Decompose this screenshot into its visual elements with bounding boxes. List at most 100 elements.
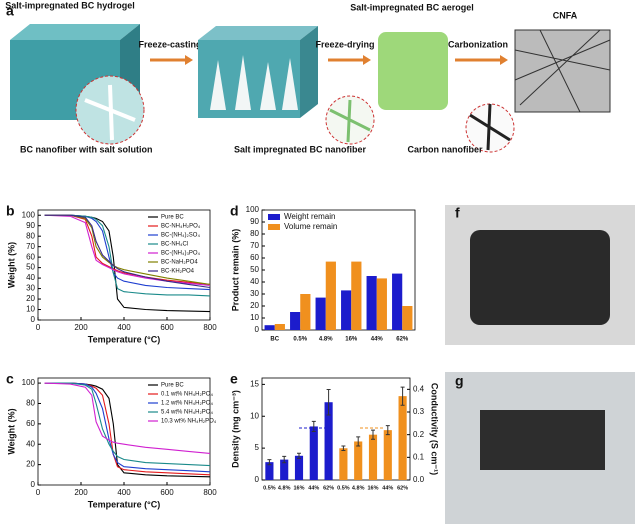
label: Salt impregnated BC nanofiber (234, 144, 367, 154)
fibers (514, 29, 611, 113)
x-tick-label: 400 (117, 488, 131, 497)
legend-label: 1.2 wt% NH₄H₂PO₄ (161, 401, 213, 407)
bar (339, 448, 348, 480)
y-tick-label: 5 (255, 443, 260, 452)
y2-tick-label: 0.2 (413, 430, 425, 439)
legend-label: Pure BC (161, 383, 184, 389)
y-tick-label: 10 (250, 411, 259, 420)
plot-frame (261, 377, 411, 481)
legend-label: 5.4 wt% NH₄H₂PO₄ (161, 410, 213, 416)
error-bar (297, 452, 301, 459)
y-tick-label: 20 (26, 460, 35, 469)
error-bar (400, 386, 405, 406)
step: Freeze-drying (315, 39, 374, 49)
y2-tick-label: 0.0 (413, 475, 425, 484)
error-bar (326, 388, 331, 416)
block-side (300, 26, 318, 118)
bar (392, 273, 403, 330)
bar (265, 462, 274, 480)
label: Salt-impregnated BC aerogel (350, 2, 474, 12)
legend-swatch (268, 214, 280, 220)
bar (351, 261, 362, 330)
panel-a: a Salt-impregnated BC hydrogel BC nanofi… (5, 0, 611, 154)
bar (325, 261, 336, 330)
legend-label: Weight remain (284, 212, 335, 221)
x-tick-label: 0.5% (263, 485, 276, 491)
cnfa-blocks (480, 410, 605, 470)
bar (294, 455, 304, 480)
bar (402, 306, 413, 330)
panel-label: b (6, 203, 15, 219)
error-bar (371, 429, 375, 440)
legend-label: BC-(NH₄)₂SO₄ (161, 233, 200, 239)
y-tick-label: 10 (26, 305, 35, 314)
error-bar (385, 425, 390, 436)
x-tick-label: 4.8% (352, 485, 365, 491)
step: Carbonization (448, 39, 508, 49)
series-line (44, 214, 211, 285)
x-tick-label: 800 (203, 323, 217, 332)
bar (398, 396, 407, 480)
cnfa-stack (470, 230, 610, 325)
y-tick-label: 80 (26, 399, 35, 408)
label: Carbon nanofiber (407, 144, 482, 154)
y-tick-label: 15 (250, 379, 259, 388)
x-tick-label: 0 (36, 323, 41, 332)
x-tick-label: 62% (396, 337, 409, 343)
x-tick-label: 62% (323, 485, 334, 491)
legend-label: BC-NH₄H₂PO₄ (161, 224, 201, 230)
bar (309, 426, 318, 480)
block-top (10, 24, 140, 40)
y2-tick-label: 0.4 (413, 384, 425, 393)
ice-crystals (210, 55, 298, 110)
x-tick-label: BC (270, 337, 279, 343)
y-tick-label: 50 (250, 265, 259, 274)
x-axis-label: Temperature (°C) (88, 499, 160, 509)
y-tick-label: 0 (255, 325, 260, 334)
y-tick-label: 80 (250, 229, 259, 238)
y-tick-label: 0 (255, 475, 260, 484)
legend-swatch (268, 224, 280, 230)
bar (376, 278, 387, 330)
y-tick-label: 100 (246, 205, 260, 214)
error-bar (267, 459, 272, 466)
series-line (44, 214, 211, 289)
y-tick-label: 40 (26, 439, 35, 448)
y-tick-label: 10 (250, 313, 259, 322)
y-axis-label: Weight (%) (6, 408, 16, 454)
y-tick-label: 40 (250, 277, 259, 286)
bar (274, 324, 285, 330)
x-tick-label: 44% (382, 485, 393, 491)
x-tick-label: 16% (293, 485, 304, 491)
bar (315, 297, 326, 330)
legend-label: 0.1 wt% NH₄H₂PO₄ (161, 392, 213, 398)
arrowhead (185, 55, 193, 65)
x-tick-label: 4.8% (319, 337, 333, 343)
error-bar (282, 455, 287, 464)
legend-label: Pure BC (161, 215, 184, 221)
y-tick-label: 20 (26, 294, 35, 303)
y-tick-label: 70 (26, 242, 35, 251)
x-tick-label: 44% (371, 337, 384, 343)
fiber (329, 99, 371, 143)
series-line (44, 382, 211, 467)
y-tick-label: 60 (26, 419, 35, 428)
fiber (84, 84, 136, 141)
y2-tick-label: 0.3 (413, 407, 425, 416)
bar (264, 325, 275, 330)
bar (280, 459, 289, 480)
x-tick-label: 0 (36, 488, 41, 497)
bar (368, 434, 378, 480)
y-tick-label: 100 (22, 210, 36, 219)
x-tick-label: 200 (74, 488, 88, 497)
legend-label: Volume remain (284, 222, 337, 231)
bar (300, 294, 311, 330)
y-tick-label: 70 (250, 241, 259, 250)
y-tick-label: 60 (26, 252, 35, 261)
y-tick-label: 100 (22, 378, 36, 387)
error-bar (341, 445, 346, 452)
y-tick-label: 60 (250, 253, 259, 262)
y-tick-label: 30 (26, 284, 35, 293)
x-tick-label: 62% (397, 485, 408, 491)
